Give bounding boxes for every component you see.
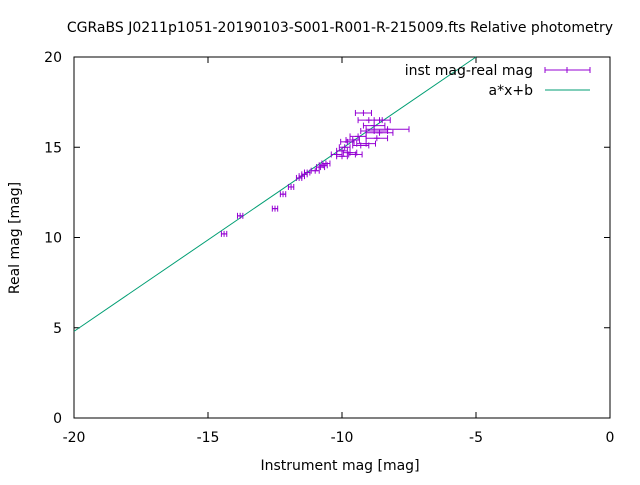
data-point: [321, 160, 331, 167]
legend: inst mag-real mag a*x+b: [405, 63, 591, 99]
plot-area: [73, 56, 611, 419]
legend-label-fit: a*x+b: [489, 83, 534, 99]
data-point: [338, 144, 351, 151]
data-point: [310, 167, 320, 174]
x-axis: -20 -15 -10 -5 0: [63, 57, 615, 446]
chart-title: CGRaBS J0211p1051-20190103-S001-R001-R-2…: [67, 20, 613, 36]
data-point: [354, 109, 372, 116]
data-point: [365, 129, 394, 136]
legend-sample-inst-mag: [544, 67, 591, 73]
y-axis-label: Real mag [mag]: [7, 182, 23, 294]
x-axis-label: Instrument mag [mag]: [260, 458, 419, 474]
data-point: [362, 122, 386, 129]
data-point: [365, 135, 389, 142]
x-tick-label: -10: [331, 430, 354, 446]
fit-line-layer: [73, 56, 477, 332]
legend-label-inst-mag: inst mag-real mag: [405, 63, 533, 79]
data-point: [287, 183, 295, 190]
data-point: [336, 153, 348, 160]
y-tick-label: 15: [44, 140, 62, 156]
x-tick-label: 0: [606, 430, 615, 446]
data-point: [349, 133, 367, 140]
data-point: [365, 126, 410, 133]
data-points-layer: [220, 109, 410, 237]
data-point: [348, 151, 363, 158]
y-axis: 0 5 10 15 20: [44, 50, 610, 427]
y-tick-label: 0: [53, 411, 62, 427]
y-tick-label: 10: [44, 231, 62, 247]
x-tick-label: -15: [197, 430, 220, 446]
data-point: [271, 205, 279, 212]
plot-frame: [73, 56, 611, 419]
x-tick-label: -20: [63, 430, 86, 446]
data-point: [340, 138, 355, 145]
data-point: [279, 191, 287, 198]
data-point: [303, 169, 311, 176]
data-point: [356, 140, 376, 147]
data-point: [345, 137, 360, 144]
y-tick-label: 20: [44, 50, 62, 66]
x-tick-label: -5: [469, 430, 483, 446]
data-point: [373, 117, 391, 124]
fit-line: [73, 56, 477, 332]
y-tick-label: 5: [53, 321, 62, 337]
data-point: [220, 230, 228, 237]
data-point: [236, 212, 244, 219]
